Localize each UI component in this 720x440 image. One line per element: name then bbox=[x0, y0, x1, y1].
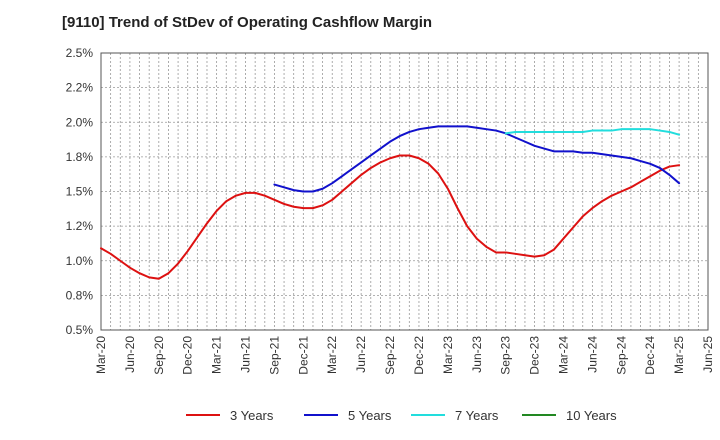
legend-swatch bbox=[186, 414, 220, 416]
legend-swatch bbox=[304, 414, 338, 416]
x-tick-label: Jun-22 bbox=[354, 336, 368, 373]
y-tick-label: 1.8% bbox=[66, 150, 94, 164]
x-tick-label: Dec-24 bbox=[643, 336, 657, 375]
x-tick-label: Jun-21 bbox=[239, 336, 253, 373]
legend-label: 10 Years bbox=[566, 407, 617, 423]
legend-item-7-years: 7 Years bbox=[411, 404, 498, 426]
legend-label: 7 Years bbox=[455, 407, 499, 423]
legend-swatch bbox=[411, 414, 445, 416]
legend-label: 3 Years bbox=[230, 407, 274, 423]
x-tick-label: Jun-20 bbox=[123, 336, 137, 373]
x-tick-label: Jun-23 bbox=[470, 336, 484, 373]
x-tick-label: Sep-20 bbox=[152, 336, 166, 375]
y-tick-label: 1.0% bbox=[66, 254, 94, 268]
series-line-5-years bbox=[273, 125, 681, 193]
y-tick-label: 2.2% bbox=[66, 81, 94, 95]
legend-item-3-years: 3 Years bbox=[186, 404, 273, 426]
x-tick-label: Dec-20 bbox=[181, 336, 195, 375]
x-tick-label: Mar-25 bbox=[672, 336, 686, 374]
x-tick-label: Sep-24 bbox=[614, 336, 628, 375]
plot-area-border bbox=[100, 52, 709, 331]
x-tick-label: Mar-22 bbox=[325, 336, 339, 374]
series-line-3-years bbox=[100, 154, 681, 280]
legend-item-10-years: 10 Years bbox=[522, 404, 617, 426]
x-tick-label: Jun-25 bbox=[701, 336, 715, 373]
x-tick-label: Sep-21 bbox=[267, 336, 281, 375]
x-tick-label: Mar-21 bbox=[210, 336, 224, 374]
chart-legend: 3 Years 5 Years 7 Years 10 Years bbox=[0, 404, 720, 426]
x-tick-label: Mar-24 bbox=[556, 336, 570, 374]
y-tick-label: 1.5% bbox=[66, 185, 94, 199]
chart-title: [9110] Trend of StDev of Operating Cashf… bbox=[62, 14, 433, 31]
y-tick-label: 1.2% bbox=[66, 219, 94, 233]
x-tick-label: Mar-20 bbox=[94, 336, 108, 374]
y-tick-label: 2.5% bbox=[66, 46, 94, 60]
line-chart: Mar-20 Jun-20 Sep-20 Dec-20 Mar-21 Jun-21 Sep-… bbox=[66, 46, 715, 375]
y-tick-label: 0.8% bbox=[66, 288, 94, 302]
x-tick-label: Sep-23 bbox=[499, 336, 513, 375]
x-tick-label: Dec-23 bbox=[528, 336, 542, 375]
legend-swatch bbox=[522, 414, 556, 416]
legend-item-5-years: 5 Years bbox=[304, 404, 391, 426]
y-tick-label: 0.5% bbox=[66, 323, 94, 337]
x-tick-label: Jun-24 bbox=[585, 336, 599, 373]
legend-label: 5 Years bbox=[348, 407, 392, 423]
x-tick-label: Mar-23 bbox=[441, 336, 455, 374]
series-line-7-years bbox=[504, 128, 681, 136]
y-tick-label: 2.0% bbox=[66, 115, 94, 129]
x-tick-label: Sep-22 bbox=[383, 336, 397, 375]
x-tick-label: Dec-22 bbox=[412, 336, 426, 375]
x-tick-label: Dec-21 bbox=[296, 336, 310, 375]
